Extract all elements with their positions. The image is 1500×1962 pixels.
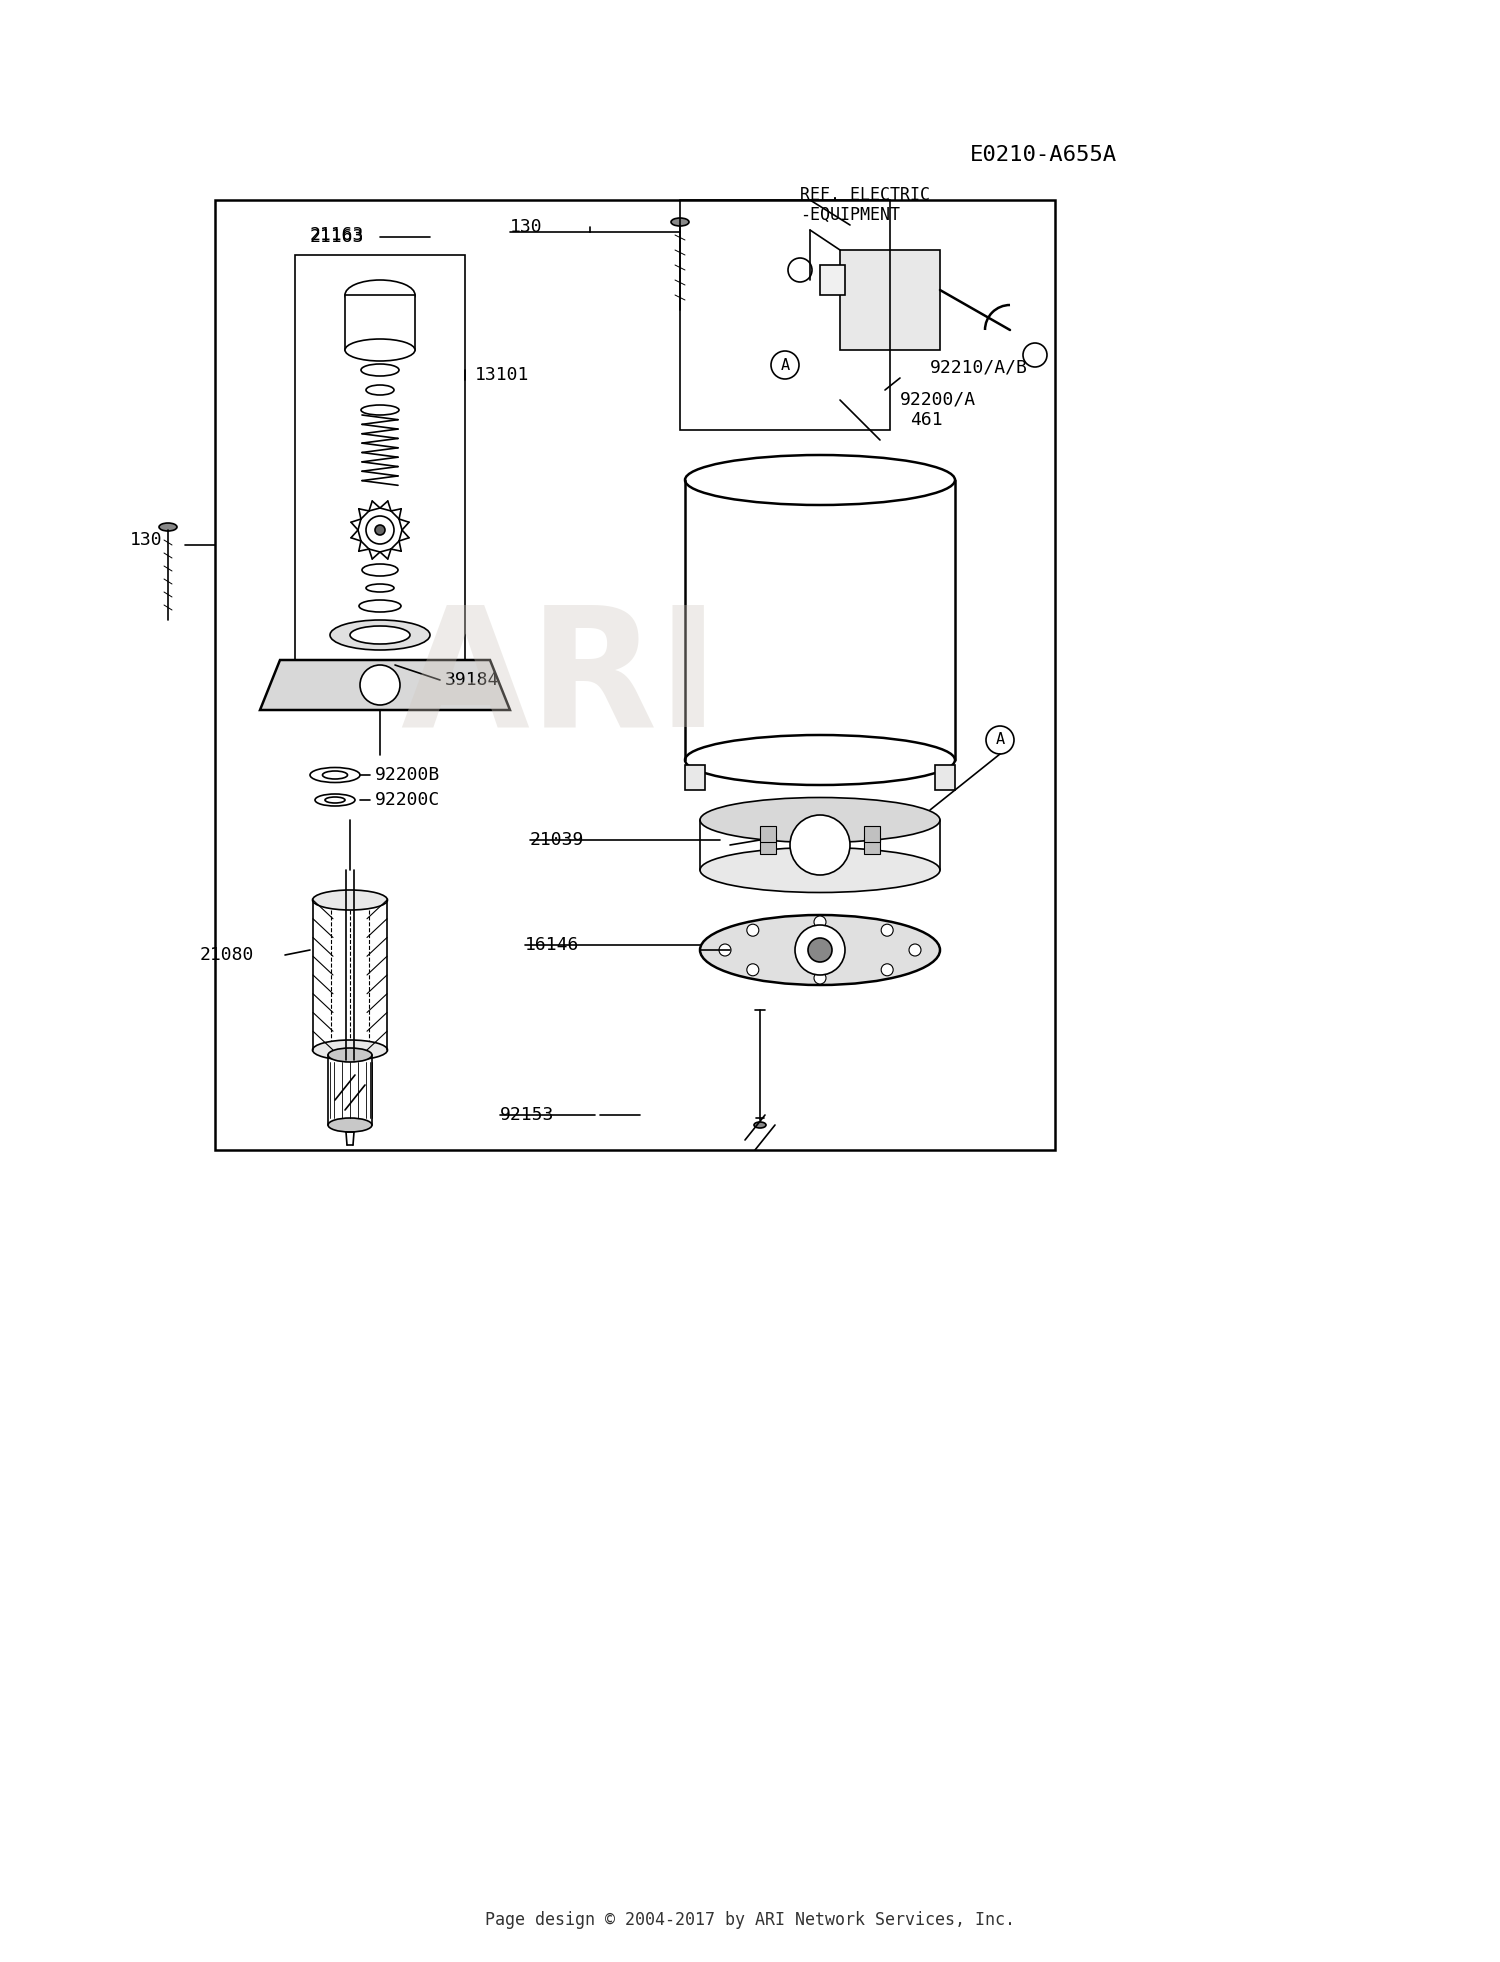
Text: 92200/A: 92200/A <box>900 390 977 408</box>
Text: A: A <box>780 357 789 373</box>
Bar <box>680 200 890 430</box>
Circle shape <box>375 526 386 536</box>
Text: 21163: 21163 <box>310 226 364 243</box>
Circle shape <box>360 665 401 704</box>
Bar <box>840 249 940 349</box>
Bar <box>760 838 776 853</box>
Ellipse shape <box>700 797 940 842</box>
Circle shape <box>880 963 892 975</box>
Circle shape <box>815 971 827 985</box>
Text: 92210/A/B: 92210/A/B <box>930 359 1028 377</box>
Text: 130: 130 <box>130 532 162 549</box>
Circle shape <box>815 916 827 928</box>
Bar <box>214 200 1054 1150</box>
Text: -EQUIPMENT: -EQUIPMENT <box>800 206 900 224</box>
Circle shape <box>747 963 759 975</box>
Ellipse shape <box>358 600 401 612</box>
Text: ARI: ARI <box>400 598 720 761</box>
Ellipse shape <box>328 1048 372 1061</box>
Polygon shape <box>686 765 705 791</box>
Bar <box>821 265 844 294</box>
Text: 92200C: 92200C <box>375 791 441 808</box>
Polygon shape <box>934 765 956 791</box>
Ellipse shape <box>312 891 387 910</box>
Ellipse shape <box>754 1122 766 1128</box>
Ellipse shape <box>366 585 394 593</box>
Text: E0210-A655A: E0210-A655A <box>970 145 1118 165</box>
Text: 21080: 21080 <box>200 946 255 963</box>
Ellipse shape <box>345 281 416 310</box>
Text: 130: 130 <box>510 218 543 235</box>
Text: 21163: 21163 <box>310 228 364 245</box>
Text: 461: 461 <box>910 410 942 430</box>
Ellipse shape <box>328 1118 372 1132</box>
Bar <box>864 838 880 853</box>
Text: A: A <box>996 732 1005 748</box>
Text: REF. ELECTRIC: REF. ELECTRIC <box>800 186 930 204</box>
Ellipse shape <box>700 914 940 985</box>
Ellipse shape <box>670 218 688 226</box>
Bar <box>296 255 465 704</box>
Ellipse shape <box>362 404 399 416</box>
Circle shape <box>718 944 730 955</box>
Ellipse shape <box>350 626 410 644</box>
Text: 92153: 92153 <box>500 1107 555 1124</box>
Ellipse shape <box>345 339 416 361</box>
Ellipse shape <box>312 1040 387 1059</box>
Circle shape <box>909 944 921 955</box>
Circle shape <box>747 924 759 936</box>
Ellipse shape <box>366 385 394 394</box>
Circle shape <box>790 814 850 875</box>
Text: 16146: 16146 <box>525 936 579 954</box>
Circle shape <box>880 924 892 936</box>
Text: Page design © 2004-2017 by ARI Network Services, Inc.: Page design © 2004-2017 by ARI Network S… <box>484 1911 1016 1929</box>
Text: 92200B: 92200B <box>375 765 441 785</box>
Ellipse shape <box>330 620 430 649</box>
Ellipse shape <box>362 563 398 577</box>
Polygon shape <box>260 659 510 710</box>
Text: 21039: 21039 <box>530 832 585 850</box>
Circle shape <box>795 924 844 975</box>
Circle shape <box>366 516 394 543</box>
Circle shape <box>808 938 832 961</box>
Ellipse shape <box>700 848 940 893</box>
Text: 13101: 13101 <box>476 367 530 385</box>
Text: 39184: 39184 <box>446 671 500 689</box>
Bar <box>345 294 416 349</box>
Circle shape <box>1023 343 1047 367</box>
Bar <box>760 826 776 842</box>
Ellipse shape <box>159 524 177 532</box>
Ellipse shape <box>362 365 399 377</box>
Bar <box>864 826 880 842</box>
